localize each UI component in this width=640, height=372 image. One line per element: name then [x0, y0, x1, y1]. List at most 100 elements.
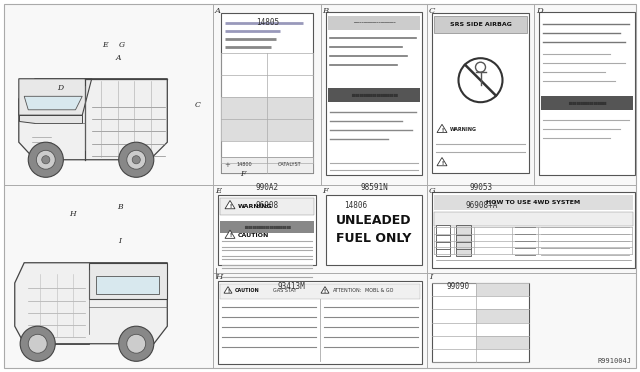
Circle shape [132, 156, 140, 164]
Bar [328, 88, 420, 102]
Text: 14805: 14805 [256, 18, 279, 27]
Bar [436, 239, 450, 249]
Bar [220, 221, 314, 233]
Bar [476, 283, 529, 296]
Bar [434, 195, 633, 210]
Text: CAUTION: CAUTION [238, 233, 269, 238]
Text: E: E [215, 187, 221, 195]
Bar [432, 192, 635, 268]
Bar [456, 225, 471, 235]
Text: 96908: 96908 [256, 201, 279, 210]
Text: A: A [215, 7, 221, 16]
Bar [432, 283, 529, 362]
Circle shape [36, 150, 55, 169]
Polygon shape [437, 157, 447, 166]
Circle shape [28, 334, 47, 353]
Text: B: B [323, 7, 329, 16]
Bar [267, 97, 313, 119]
Polygon shape [437, 124, 447, 132]
Text: F: F [323, 187, 328, 195]
Text: CAUTION: CAUTION [235, 289, 260, 294]
Bar [24, 269, 89, 340]
Polygon shape [321, 286, 329, 293]
Text: !: ! [441, 128, 443, 132]
Bar [434, 212, 633, 226]
Text: +: + [224, 162, 230, 168]
Bar [32, 131, 51, 156]
Circle shape [127, 150, 146, 169]
Bar [267, 119, 313, 141]
Circle shape [127, 334, 146, 353]
Text: !: ! [324, 289, 326, 294]
Text: 99090: 99090 [446, 282, 469, 291]
Bar [434, 16, 527, 33]
Bar [24, 328, 89, 344]
Text: ATTENTION:: ATTENTION: [333, 289, 362, 294]
Bar [432, 13, 529, 173]
Polygon shape [19, 79, 92, 115]
Circle shape [20, 326, 55, 361]
Bar [456, 239, 471, 249]
Bar [541, 96, 633, 110]
Bar [220, 284, 420, 299]
Text: ██████████████████████: ██████████████████████ [351, 93, 397, 97]
Text: WARNING: WARNING [238, 203, 273, 208]
Text: D: D [536, 7, 543, 16]
Text: 93413M: 93413M [277, 282, 305, 291]
Text: A: A [115, 54, 121, 62]
Text: R991004J: R991004J [598, 358, 632, 364]
Text: C: C [195, 101, 201, 109]
Text: 98591N: 98591N [360, 183, 388, 192]
Text: F: F [241, 170, 246, 178]
Text: I: I [429, 273, 432, 282]
Polygon shape [89, 263, 167, 299]
Text: WARNING: WARNING [450, 127, 477, 132]
Polygon shape [24, 96, 83, 110]
Bar [328, 16, 420, 30]
Bar [221, 157, 313, 173]
Bar [456, 232, 471, 242]
Circle shape [28, 142, 63, 177]
Bar [539, 12, 635, 175]
Circle shape [42, 156, 50, 164]
Text: ━━━━━━━━━━━━━━━━━━━━: ━━━━━━━━━━━━━━━━━━━━ [353, 21, 396, 25]
Bar [436, 246, 450, 256]
Text: G: G [429, 187, 436, 195]
Text: D: D [57, 84, 63, 92]
Bar [220, 198, 314, 215]
Polygon shape [225, 201, 235, 209]
Polygon shape [19, 79, 167, 160]
Text: FUEL ONLY: FUEL ONLY [336, 231, 412, 244]
Bar [221, 13, 313, 173]
Text: !: ! [229, 204, 231, 209]
Text: HOW TO USE 4WD SYSTEM: HOW TO USE 4WD SYSTEM [486, 199, 580, 205]
Bar [456, 246, 471, 256]
Bar [326, 195, 422, 265]
Bar [221, 119, 267, 141]
Text: 990A2: 990A2 [256, 183, 279, 192]
Text: 99053: 99053 [470, 183, 493, 192]
Text: ██████████████████: ██████████████████ [568, 101, 606, 105]
Circle shape [118, 326, 154, 361]
Text: CATALYST: CATALYST [278, 163, 302, 167]
Text: GAS STAY: GAS STAY [273, 289, 296, 294]
Bar [436, 225, 450, 235]
Polygon shape [96, 276, 159, 294]
Bar [221, 97, 267, 119]
Bar [476, 310, 529, 323]
Text: G: G [119, 41, 125, 49]
Text: 14800: 14800 [236, 163, 252, 167]
Text: C: C [429, 7, 435, 16]
Text: !: ! [227, 289, 229, 294]
Bar [218, 281, 422, 364]
Text: !: ! [441, 161, 443, 166]
Bar [436, 232, 450, 242]
Text: B: B [117, 203, 123, 211]
Text: UNLEADED: UNLEADED [336, 214, 412, 227]
Text: 14806: 14806 [344, 201, 367, 210]
Polygon shape [15, 263, 167, 344]
Text: H: H [215, 273, 222, 282]
Bar [218, 195, 316, 265]
Text: 96908+A: 96908+A [465, 201, 497, 210]
Text: H: H [68, 210, 76, 218]
